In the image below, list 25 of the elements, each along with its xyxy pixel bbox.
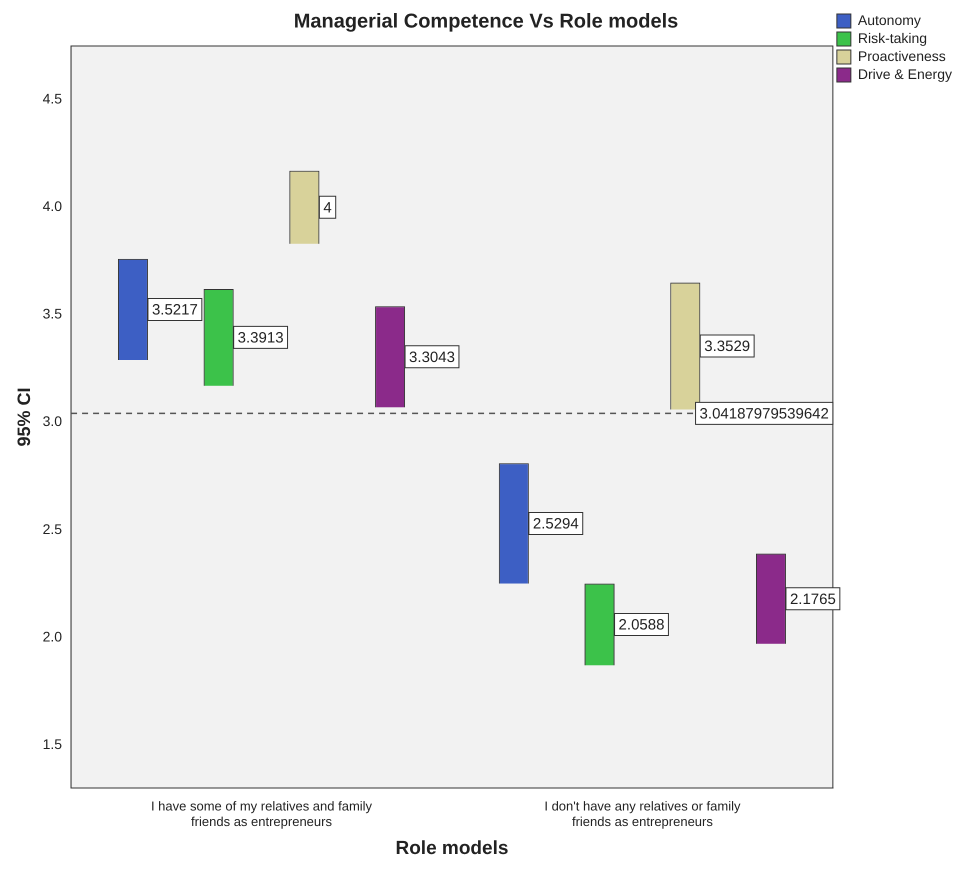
annotation: 3.3043: [409, 348, 455, 366]
ref-line-label: 3.04187979539642: [700, 406, 829, 423]
y-tick-label: 4.5: [42, 90, 62, 107]
y-tick-label: 3.0: [42, 413, 62, 430]
annotation: 3.3913: [238, 330, 284, 347]
legend-label: Autonomy: [858, 12, 921, 28]
annotation: 3.5217: [152, 302, 198, 319]
chart-title: Managerial Competence Vs Role models: [294, 10, 678, 33]
y-tick-label: 2.0: [42, 628, 62, 644]
y-tick-label: 3.5: [42, 306, 62, 322]
x-axis-title: Role models: [395, 838, 508, 859]
annotation: 2.5294: [532, 516, 579, 533]
y-tick-label: 4.0: [42, 198, 62, 214]
legend-label: Risk-taking: [858, 30, 928, 46]
legend-label: Drive & Energy: [858, 66, 952, 82]
annotation: 3.3529: [704, 338, 750, 356]
x-tick-label: I don't have any relatives or family friends as entrepreneurs: [544, 798, 741, 829]
y-axis-title: 95% CI: [14, 387, 34, 447]
y-tick-label: 2.5: [42, 520, 62, 537]
y-tick-label: 1.5: [42, 736, 62, 752]
annotation: 4: [323, 199, 332, 216]
annotation: 2.0588: [618, 616, 664, 634]
annotation: 2.1765: [790, 590, 836, 608]
legend-label: Proactiveness: [858, 48, 946, 64]
x-tick-label: I have some of my relatives and family friends as entrepreneurs: [150, 798, 373, 829]
